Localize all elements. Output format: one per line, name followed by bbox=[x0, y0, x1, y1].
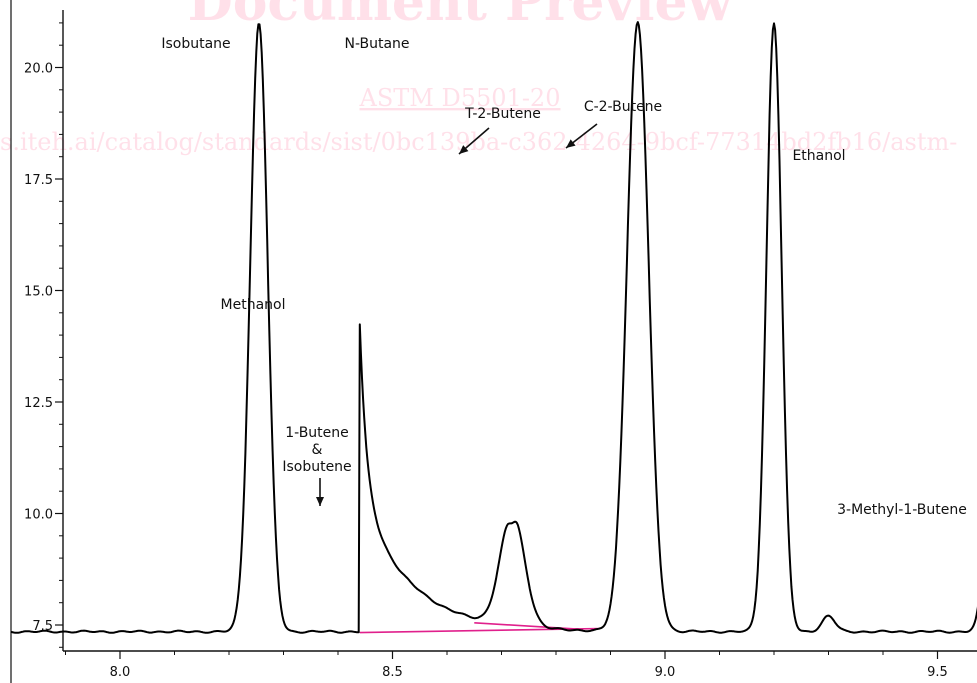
y-tick-label: 15.0 bbox=[24, 285, 53, 300]
peak-label: Isobutene bbox=[282, 459, 351, 475]
peak-label: Isobutane bbox=[161, 36, 230, 52]
y-tick-label: 12.5 bbox=[24, 396, 53, 411]
x-tick-label: 9.0 bbox=[655, 665, 676, 680]
peak-labels: Isobutane Methanol 1-Butene&Isobutene N-But… bbox=[161, 36, 967, 518]
x-tick-label: 8.0 bbox=[110, 665, 131, 680]
axis-ticks: 8.08.59.09.510.010.511.07.510.012.515.01… bbox=[24, 22, 948, 680]
peak-label: T-2-Butene bbox=[464, 106, 541, 122]
y-tick-label: 10.0 bbox=[24, 508, 53, 523]
peak-label: C-2-Butene bbox=[584, 99, 662, 115]
watermark-title: Document Preview bbox=[188, 0, 734, 33]
watermark-code: ASTM D5501-20 bbox=[359, 84, 561, 112]
peak-label: 3-Methyl-1-Butene bbox=[837, 502, 967, 518]
peak-label: 1-Butene bbox=[285, 425, 349, 441]
chromatogram-trace bbox=[10, 21, 977, 634]
integration-baseline bbox=[474, 621, 584, 631]
peak-label: & bbox=[312, 442, 323, 458]
arrow-head bbox=[459, 145, 469, 154]
arrow-head bbox=[566, 139, 576, 148]
peak-label: N-Butane bbox=[344, 36, 409, 52]
y-tick-label: 17.5 bbox=[24, 173, 53, 188]
watermark-url: s.iteh.ai/catalog/standards/sist/0bc139b… bbox=[0, 128, 957, 156]
y-tick-label: 20.0 bbox=[24, 62, 53, 77]
peak-label: Ethanol bbox=[792, 148, 845, 164]
x-tick-label: 8.5 bbox=[382, 665, 403, 680]
arrow-head bbox=[316, 497, 324, 506]
peak-label: Methanol bbox=[221, 297, 286, 313]
x-tick-label: 9.5 bbox=[927, 665, 948, 680]
